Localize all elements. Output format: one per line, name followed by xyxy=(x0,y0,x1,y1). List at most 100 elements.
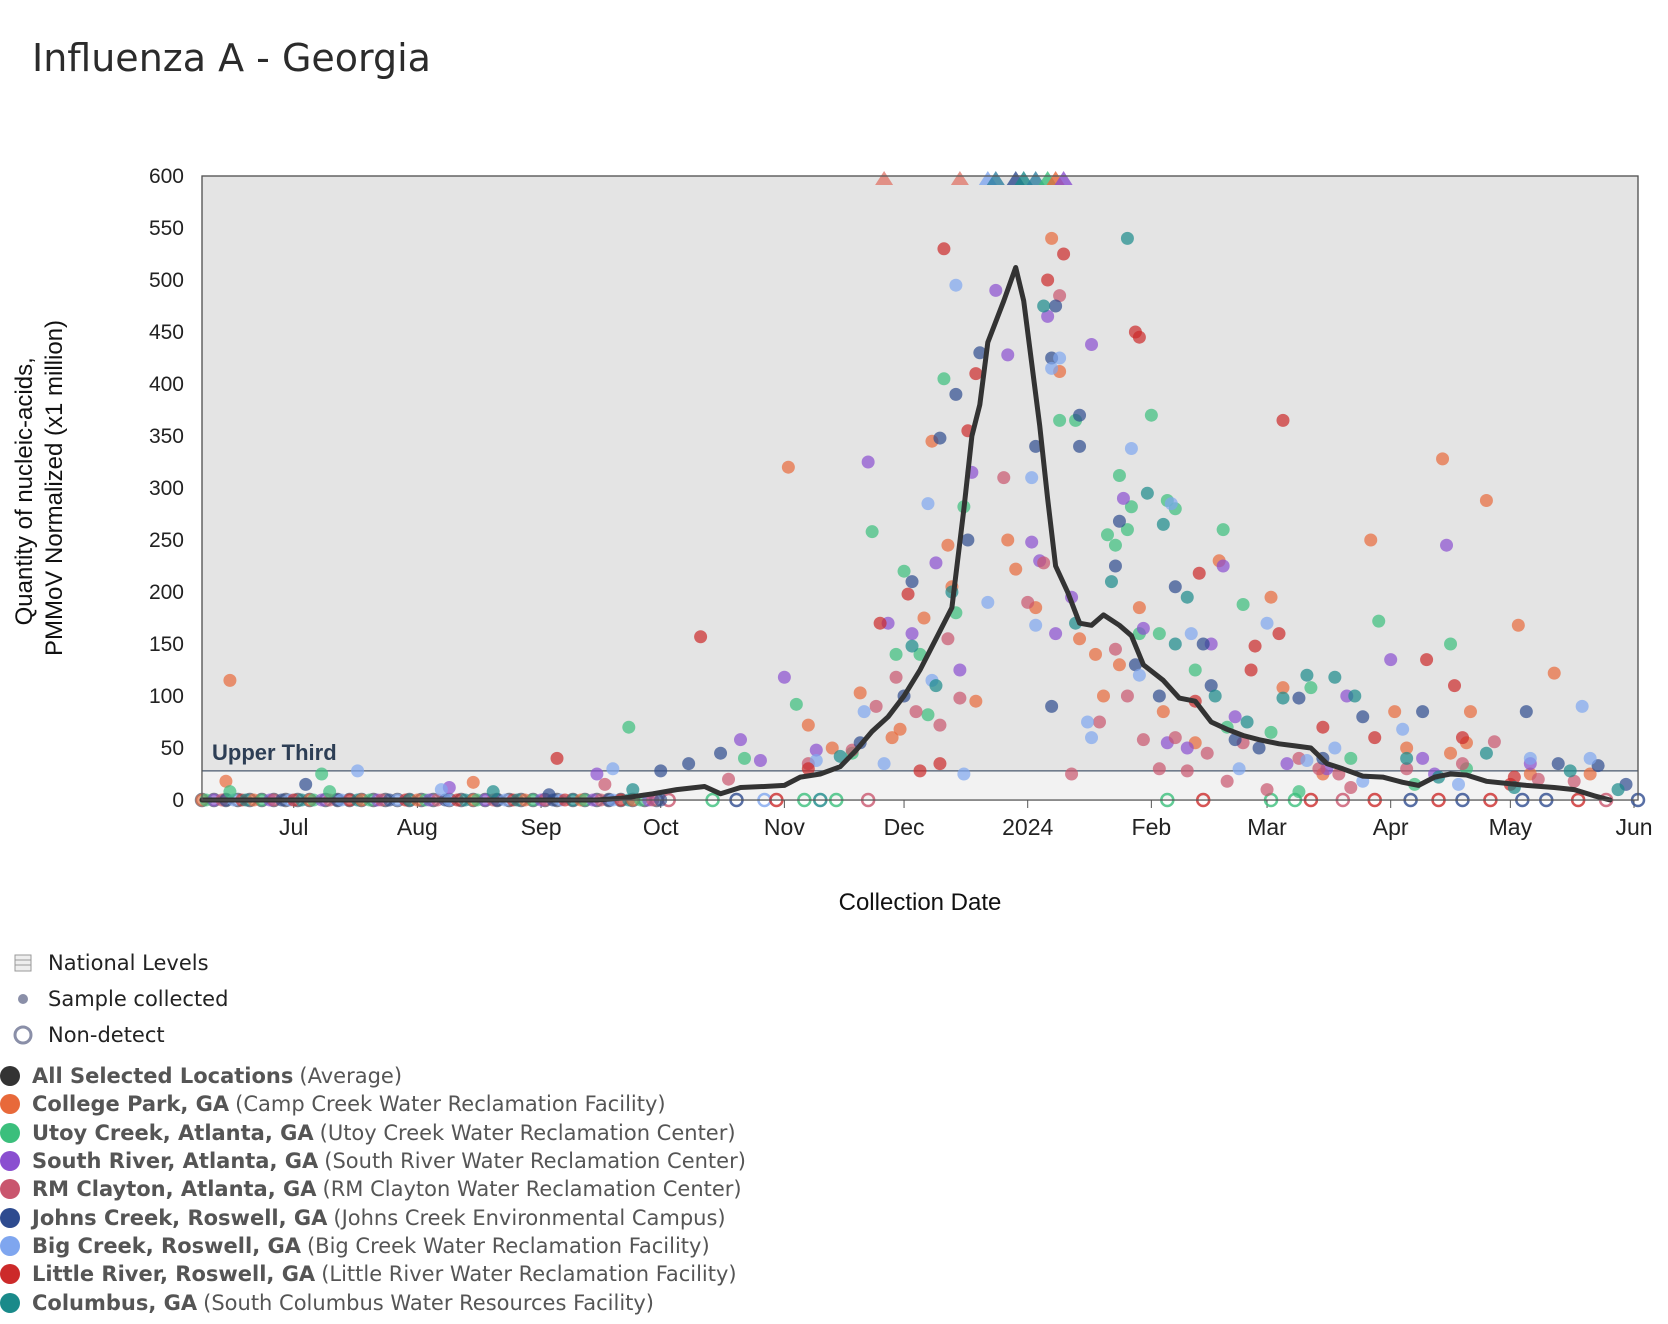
legend-site-item[interactable]: Columbus, GA (South Columbus Water Resour… xyxy=(0,1288,746,1316)
sample-point xyxy=(1208,689,1222,703)
sample-point xyxy=(1344,751,1358,765)
sample-point xyxy=(1511,618,1525,632)
sample-point xyxy=(937,372,951,386)
legend-site-name: Big Creek, Roswell, GA xyxy=(32,1233,301,1258)
offscale-marker xyxy=(950,171,969,185)
sample-point xyxy=(1523,751,1537,765)
legend-sample-collected[interactable]: Sample collected xyxy=(8,981,228,1017)
sample-point xyxy=(1300,668,1314,682)
sample-point xyxy=(789,697,803,711)
legend-national-levels[interactable]: National Levels xyxy=(8,945,228,981)
legend-site-name: Columbus, GA xyxy=(32,1290,198,1315)
x-tick-label: Mar xyxy=(1247,814,1287,840)
chart: Upper Third 0 50 100 150 200 250 300 350 400 450 5… xyxy=(11,165,1653,916)
sample-point xyxy=(1236,597,1250,611)
sample-point xyxy=(1168,731,1182,745)
y-tick-label: 50 xyxy=(161,737,184,760)
legend-site-name: RM Clayton, Atlanta, GA xyxy=(32,1177,317,1202)
legend-site-item[interactable]: Little River, Roswell, GA (Little River W… xyxy=(0,1260,746,1288)
x-tick-label: Feb xyxy=(1132,814,1172,840)
sample-point xyxy=(893,722,907,736)
sample-point xyxy=(1108,559,1122,573)
y-axis-title: Quantity of nucleic-acids, PMMoV Normali… xyxy=(11,320,68,656)
sample-point xyxy=(1248,639,1262,653)
sample-point xyxy=(877,757,891,771)
sample-point xyxy=(1073,439,1087,453)
y-tick-label: 400 xyxy=(149,373,184,396)
x-tick-label: Sep xyxy=(521,814,562,840)
sample-point xyxy=(889,670,903,684)
sample-point xyxy=(590,767,604,781)
sample-point xyxy=(1049,627,1063,641)
sample-point xyxy=(1344,781,1358,795)
legend-non-detect[interactable]: Non-detect xyxy=(8,1017,228,1053)
legend-site-item[interactable]: Johns Creek, Roswell, GA (Johns Creek Env… xyxy=(0,1203,746,1231)
sample-point xyxy=(809,743,823,757)
sample-point xyxy=(933,718,947,732)
sample-point xyxy=(1216,523,1230,537)
x-tick-label: 2024 xyxy=(1002,814,1053,840)
sample-point xyxy=(1132,668,1146,682)
sample-point xyxy=(1228,733,1242,747)
sample-point xyxy=(1240,715,1254,729)
sample-point xyxy=(1264,590,1278,604)
sample-point xyxy=(1001,348,1015,362)
sample-point xyxy=(223,673,237,687)
sample-point xyxy=(801,718,815,732)
legend-site-name: South River, Atlanta, GA xyxy=(32,1149,319,1174)
legend-color-dot xyxy=(0,1122,20,1143)
sample-point xyxy=(953,691,967,705)
legend-label: Sample collected xyxy=(48,987,229,1011)
sample-point xyxy=(1228,710,1242,724)
sample-point xyxy=(1583,751,1597,765)
sample-point xyxy=(1547,666,1561,680)
legend-site-item[interactable]: South River, Atlanta, GA (South River Wat… xyxy=(0,1147,746,1175)
x-tick-label: Dec xyxy=(884,814,925,840)
sample-point xyxy=(1108,538,1122,552)
sample-point xyxy=(1184,627,1198,641)
sample-point xyxy=(1420,653,1434,667)
legend-site-item[interactable]: Big Creek, Roswell, GA (Big Creek Water R… xyxy=(0,1232,746,1260)
sample-point xyxy=(905,639,919,653)
y-tick-label: 250 xyxy=(149,529,184,552)
sample-point xyxy=(1216,559,1230,573)
sample-point xyxy=(466,775,480,789)
chart-title: Influenza A - Georgia xyxy=(32,36,431,80)
sample-point xyxy=(1021,595,1035,609)
sample-point xyxy=(1152,762,1166,776)
sample-point xyxy=(1192,566,1206,580)
sample-point xyxy=(1400,751,1414,765)
sample-point xyxy=(997,471,1011,485)
legend-site-item[interactable]: Utoy Creek, Atlanta, GA (Utoy Creek Water… xyxy=(0,1119,746,1147)
y-tick-label: 500 xyxy=(149,269,184,292)
sample-point xyxy=(1396,722,1410,736)
legend-site-item[interactable]: RM Clayton, Atlanta, GA (RM Clayton Water… xyxy=(0,1175,746,1203)
sample-point xyxy=(1108,642,1122,656)
legend-site-facility: (Big Creek Water Reclamation Facility) xyxy=(306,1233,710,1258)
sample-point xyxy=(1388,705,1402,719)
sample-point xyxy=(969,367,983,381)
sample-point xyxy=(1220,774,1234,788)
sample-point xyxy=(861,455,875,469)
sample-point xyxy=(869,699,883,713)
y-tick-label: 600 xyxy=(149,165,184,188)
sample-point xyxy=(1531,772,1545,786)
sample-point xyxy=(1029,439,1043,453)
sample-point xyxy=(1487,735,1501,749)
sample-point xyxy=(937,242,951,256)
sample-point xyxy=(734,733,747,747)
sample-point xyxy=(1196,637,1210,651)
y-tick-label: 350 xyxy=(149,425,184,448)
plot-border xyxy=(201,175,1639,801)
sample-point xyxy=(1045,231,1059,245)
offscale-marker xyxy=(1026,171,1045,185)
non-detect-icon xyxy=(8,1024,38,1046)
legend-site-item[interactable]: All Selected Locations (Average) xyxy=(0,1062,746,1090)
sample-point xyxy=(1180,590,1194,604)
sample-point xyxy=(981,595,995,609)
sample-point xyxy=(1164,497,1178,511)
sample-point xyxy=(921,497,935,511)
sample-point xyxy=(1120,689,1134,703)
sample-point xyxy=(1180,741,1194,755)
legend-site-item[interactable]: College Park, GA (Camp Creek Water Reclam… xyxy=(0,1090,746,1118)
